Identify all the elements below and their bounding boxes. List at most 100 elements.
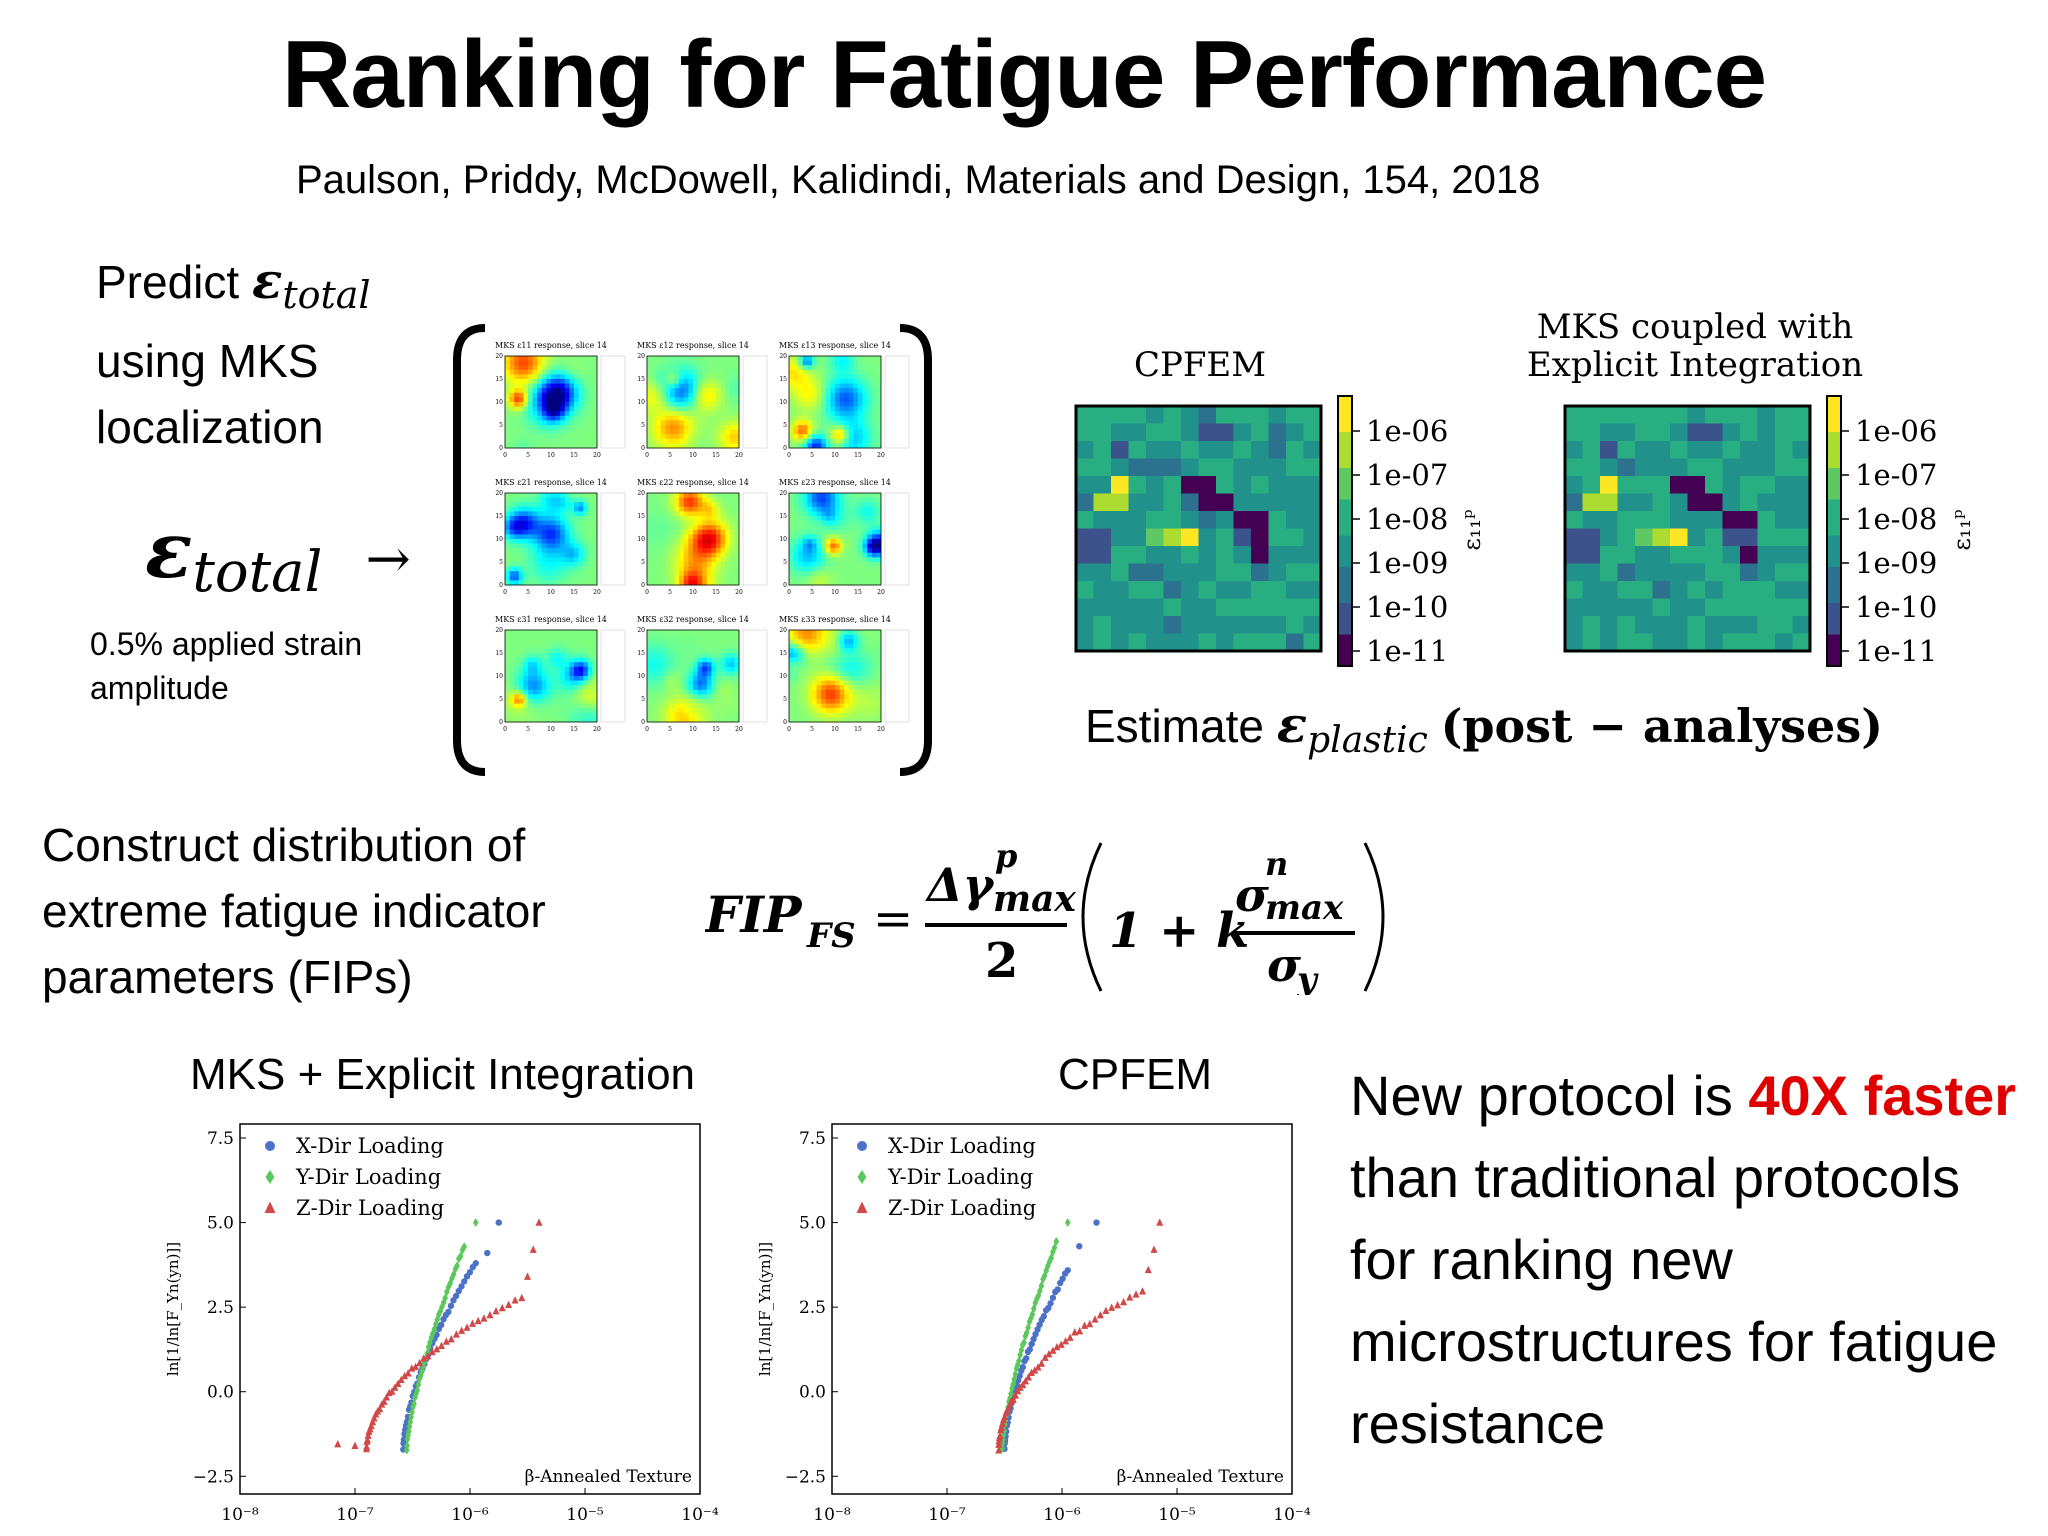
formula-sig-den-sub: y: [1296, 960, 1319, 995]
mks-x-tick: 0: [503, 452, 507, 459]
data-point: [433, 1344, 441, 1353]
predict-line3: localization: [96, 401, 324, 454]
data-point: [437, 1341, 446, 1350]
mks-y-tick: 10: [637, 399, 645, 406]
legend-entry: Y-Dir Loading: [887, 1165, 1033, 1189]
mks-y-tick: 20: [495, 353, 503, 360]
mks-y-tick: 0: [499, 719, 503, 726]
data-point: [1040, 1313, 1048, 1320]
data-point: [486, 1310, 494, 1319]
data-point: [439, 1302, 445, 1312]
plot-x-tick: 10⁻⁸: [221, 1505, 259, 1525]
mks-y-tick: 0: [783, 719, 787, 726]
data-point: [529, 1245, 537, 1253]
mks-x-tick: 10: [831, 726, 839, 733]
mks-x-tick: 0: [503, 726, 507, 733]
np-post: than traditional protocols for ranking n…: [1350, 1146, 1998, 1455]
mks-y-tick: 5: [783, 422, 787, 429]
data-point: [1034, 1363, 1042, 1371]
left-plot-caption: MKS + Explicit Integration: [190, 1050, 696, 1099]
formula-sig-num: σ: [1235, 868, 1269, 922]
formula-lhs-sub: FS: [806, 916, 856, 956]
data-point: [505, 1300, 513, 1308]
data-point: [1035, 1291, 1042, 1301]
mks-x-tick: 10: [831, 589, 839, 596]
data-point: [1021, 1338, 1027, 1348]
plot-xlabel: FIP_FS: [1034, 1528, 1090, 1530]
np-pre: New protocol is: [1350, 1064, 1749, 1127]
mks-y-tick: 0: [641, 582, 645, 589]
data-point: [996, 1431, 1004, 1440]
data-point: [1150, 1245, 1158, 1253]
data-point: [428, 1347, 436, 1356]
mks-panel: MKS ε13 response, slice 14 0 5 10 15 20 20 15 10…: [779, 341, 910, 459]
strain-note: 0.5% applied strain amplitude: [90, 626, 363, 706]
colorbar-tick: 1e-09: [1366, 546, 1448, 580]
eps-plastic-base: ε: [1276, 695, 1308, 754]
data-point: [458, 1326, 466, 1334]
mks-y-tick: 10: [779, 399, 787, 406]
mks-panel: MKS ε22 response, slice 14 0 5 10 15 20 20 15 10…: [637, 478, 768, 596]
plot-frame: [239, 1123, 701, 1495]
data-point: [370, 1414, 378, 1422]
mks-y-tick: 15: [779, 513, 787, 520]
plot-x-tick: 10⁻⁸: [813, 1505, 851, 1525]
data-point: [1120, 1297, 1128, 1306]
construct-line2: extreme fatigue indicator: [42, 885, 546, 937]
mks-y-tick: 10: [779, 673, 787, 680]
predict-text: Predict εtotal using MKS localization: [96, 248, 371, 460]
mks-x-tick: 15: [570, 726, 578, 733]
colorbar-tick: 1e-09: [1855, 546, 1937, 580]
mks-x-tick: 5: [668, 726, 672, 733]
data-point: [265, 1141, 275, 1151]
mks-panel-title: MKS ε13 response, slice 14: [779, 341, 891, 350]
mks-x-tick: 15: [712, 589, 720, 596]
mks-x-tick: 10: [689, 726, 697, 733]
mks-y-tick: 0: [641, 719, 645, 726]
mks-y-tick: 5: [499, 559, 503, 566]
data-point: [424, 1352, 432, 1360]
mks-y-tick: 0: [499, 445, 503, 452]
mks-y-tick: 0: [641, 445, 645, 452]
data-point: [1047, 1300, 1054, 1307]
mks-x-tick: 15: [570, 452, 578, 459]
mks-y-tick: 20: [495, 490, 503, 497]
data-point: [411, 1399, 417, 1409]
plot-y-tick: 2.5: [207, 1298, 234, 1318]
mks-y-tick: 10: [637, 536, 645, 543]
legend-entry: Z-Dir Loading: [296, 1196, 444, 1220]
mks-panel: MKS ε23 response, slice 14 0 5 10 15 20 20 15 10…: [779, 478, 910, 596]
mks-x-tick: 5: [810, 452, 814, 459]
data-point: [420, 1362, 427, 1372]
mks-panel: MKS ε33 response, slice 14 0 5 10 15 20 20 15 10…: [779, 615, 910, 733]
data-point: [1018, 1345, 1025, 1355]
mks-y-tick: 10: [495, 399, 503, 406]
plot-x-tick: 10⁻⁷: [928, 1505, 966, 1525]
mks-panel: MKS ε21 response, slice 14 0 5 10 15 20 20 15 10…: [495, 478, 626, 596]
left-fip-plot: 7.5 5.0 2.5 0.0 −2.5 10⁻⁸ 10⁻⁷ 10⁻⁶ 10⁻⁵ 10⁻⁴ ln[1…: [164, 1123, 719, 1530]
colorbar-label-left: ε₁₁ᵖ: [1458, 509, 1486, 550]
plot-x-tick: 10⁻⁶: [1043, 1505, 1081, 1525]
data-point: [1114, 1300, 1122, 1309]
data-point: [1023, 1355, 1030, 1362]
mks-x-tick: 0: [787, 589, 791, 596]
data-point: [434, 1314, 441, 1324]
colorbar-tick: 1e-06: [1855, 414, 1937, 448]
data-point: [428, 1333, 435, 1343]
data-point: [437, 1321, 445, 1329]
data-point: [1031, 1366, 1039, 1374]
mks-y-tick: 5: [499, 696, 503, 703]
colorbar-tick: 1e-10: [1366, 590, 1448, 624]
mks-x-tick: 0: [645, 589, 649, 596]
plot-annotation: β-Annealed Texture: [525, 1467, 692, 1487]
data-point: [412, 1362, 420, 1371]
construct-line3: parameters (FIPs): [42, 951, 413, 1003]
predict-line2: using MKS: [96, 335, 319, 388]
eps-plastic-sub: plastic: [1307, 720, 1428, 762]
data-point: [1053, 1342, 1061, 1351]
plot-y-tick: 7.5: [207, 1129, 234, 1149]
plot-frame: [831, 1123, 1293, 1495]
data-point: [1025, 1323, 1031, 1333]
mks-y-tick: 20: [495, 627, 503, 634]
legend-entry: X-Dir Loading: [296, 1134, 444, 1158]
